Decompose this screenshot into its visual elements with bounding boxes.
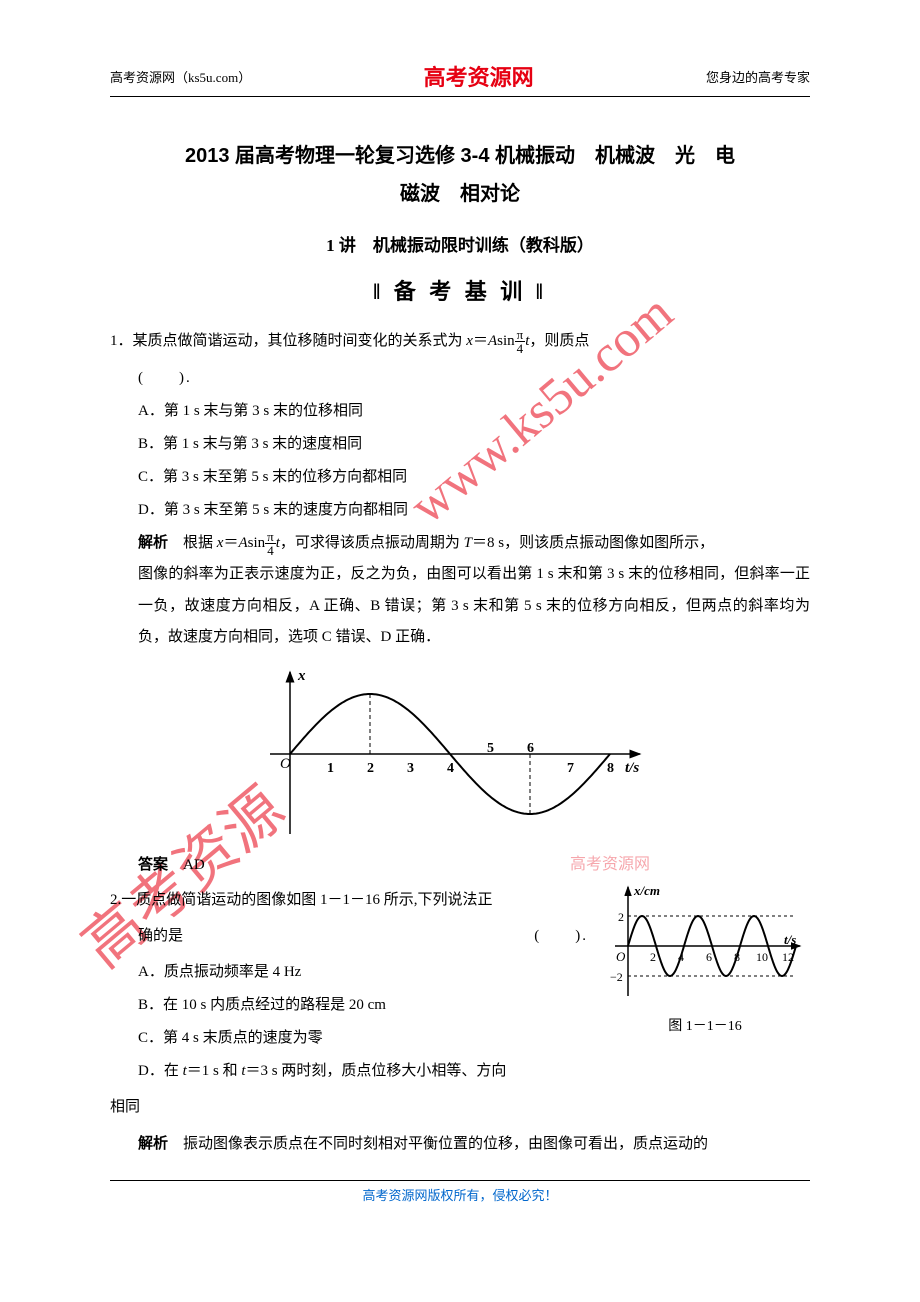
q1-stem-prefix: 1．某质点做简谐运动，其位移随时间变化的关系式为 bbox=[110, 333, 466, 349]
q1-fraction: π4 bbox=[515, 328, 526, 355]
q1-analysis-mid: ，可求得该质点振动周期为 bbox=[280, 535, 464, 551]
main-title: 2013 届高考物理一轮复习选修 3-4 机械振动 机械波 光 电 磁波 相对论 bbox=[110, 137, 810, 213]
q1-analysis-body: 图像的斜率为正表示速度为正，反之为负，由图可以看出第 1 s 末和第 3 s 末… bbox=[110, 559, 810, 654]
q2-x-label: t/s bbox=[784, 932, 796, 947]
tick-6: 6 bbox=[527, 741, 534, 756]
q2-option-c: C．第 4 s 末质点的速度为零 bbox=[110, 1022, 588, 1055]
q1-answer-value: AD bbox=[168, 857, 205, 873]
tick-7: 7 bbox=[567, 761, 574, 776]
q1-option-d: D．第 3 s 末至第 5 s 末的速度方向都相同 bbox=[110, 494, 810, 527]
q2-xtick-8: 8 bbox=[734, 950, 740, 964]
q1-analysis-line1: 解析 根据 x＝Asinπ4t，可求得该质点振动周期为 T＝8 s，则该质点振动… bbox=[110, 527, 810, 560]
q1-analysis-prefix: 根据 bbox=[168, 535, 217, 551]
q2-analysis: 解析 振动图像表示质点在不同时刻相对平衡位置的位移，由图像可看出，质点运动的 bbox=[110, 1128, 810, 1161]
q1-analysis-label: 解析 bbox=[138, 534, 168, 551]
q2-xtick-4: 4 bbox=[678, 950, 684, 964]
q2-stem2-left: 确的是 bbox=[138, 921, 183, 953]
page-footer: 高考资源网版权所有，侵权必究！ bbox=[110, 1180, 810, 1204]
q1-sin: sin bbox=[497, 333, 515, 349]
q1-answer-label: 答案 bbox=[138, 856, 168, 873]
q1-var-x: x bbox=[466, 333, 473, 349]
q2-d-mid2: ＝3 s 两时刻，质点位移大小相等、方向 bbox=[246, 1063, 507, 1079]
q1-sine-chart: O 1 2 3 4 5 6 7 8 t/s x bbox=[240, 664, 660, 839]
q1-frac-den: 4 bbox=[515, 342, 526, 355]
q1-analysis-tval: ＝8 s，则该质点振动图像如图所示， bbox=[472, 535, 714, 551]
q2-y-label: x/cm bbox=[633, 883, 660, 898]
q1-blank: ( ). bbox=[110, 362, 810, 395]
page-header: 高考资源网（ks5u.com） 高考资源网 您身边的高考专家 bbox=[110, 60, 810, 97]
q2-xtick-12: 12 bbox=[782, 950, 794, 964]
q1-option-c: C．第 3 s 末至第 5 s 末的位移方向都相同 bbox=[110, 461, 810, 494]
section-heading: ‖ 备 考 基 训 ‖ bbox=[110, 274, 810, 306]
q1a-fraction: π4 bbox=[265, 530, 276, 557]
origin-label: O bbox=[280, 756, 291, 772]
q1a-var-A: A bbox=[238, 535, 247, 551]
q2-analysis-body: 振动图像表示质点在不同时刻相对平衡位置的位移，由图像可看出，质点运动的 bbox=[168, 1136, 708, 1152]
q2-xtick-10: 10 bbox=[756, 950, 768, 964]
x-axis-label: t/s bbox=[625, 760, 639, 776]
q2-sine-chart: O 2 −2 2 4 6 8 10 12 t/s x/cm bbox=[600, 881, 810, 1006]
q2-option-d-tail: 相同 bbox=[110, 1092, 810, 1124]
q1-option-a: A．第 1 s 末与第 3 s 末的位移相同 bbox=[110, 395, 810, 428]
q1-stem-suffix: ，则质点 bbox=[529, 333, 589, 349]
q2-text-column: 2.一质点做简谐运动的图像如图 1－1－16 所示,下列说法正 确的是 ( ).… bbox=[110, 881, 588, 1088]
title-line-1: 2013 届高考物理一轮复习选修 3-4 机械振动 机械波 光 电 bbox=[110, 137, 810, 175]
q1a-var-T: T bbox=[464, 535, 472, 551]
q2-d-prefix: D．在 bbox=[138, 1063, 183, 1079]
q1-option-b: B．第 1 s 末与第 3 s 末的速度相同 bbox=[110, 428, 810, 461]
q2-block: 2.一质点做简谐运动的图像如图 1－1－16 所示,下列说法正 确的是 ( ).… bbox=[110, 881, 810, 1088]
q2-ytick-n2: −2 bbox=[610, 970, 623, 984]
tick-3: 3 bbox=[407, 761, 414, 776]
q2-xtick-2: 2 bbox=[650, 950, 656, 964]
q1-answer: 答案 AD bbox=[110, 849, 810, 882]
q1a-eq: ＝ bbox=[223, 535, 238, 551]
q2-blank: ( ). bbox=[534, 921, 588, 953]
header-right-text: 您身边的高考专家 bbox=[706, 67, 810, 86]
subtitle: 1 讲 机械振动限时训练（教科版） bbox=[110, 231, 810, 256]
q2-option-a: A．质点振动频率是 4 Hz bbox=[110, 956, 588, 989]
header-brand-logo: 高考资源网 bbox=[424, 60, 534, 92]
q1a-sin: sin bbox=[248, 535, 266, 551]
q2-figure-caption: 图 1－1－16 bbox=[600, 1015, 810, 1035]
q1a-frac-num: π bbox=[265, 530, 276, 544]
tick-2: 2 bbox=[367, 761, 374, 776]
q2-stem-line2: 确的是 ( ). bbox=[110, 921, 588, 953]
tick-1: 1 bbox=[327, 761, 334, 776]
q2-xtick-6: 6 bbox=[706, 950, 712, 964]
q1-stem: 1．某质点做简谐运动，其位移随时间变化的关系式为 x＝Asinπ4t，则质点 bbox=[110, 326, 810, 358]
q2-stem-line1: 2.一质点做简谐运动的图像如图 1－1－16 所示,下列说法正 bbox=[110, 885, 588, 917]
q1-eq: ＝ bbox=[473, 333, 488, 349]
tick-4: 4 bbox=[447, 761, 454, 776]
q1-var-A: A bbox=[488, 333, 497, 349]
y-axis-label: x bbox=[297, 668, 306, 684]
q1a-frac-den: 4 bbox=[265, 544, 276, 557]
q2-option-d: D．在 t＝1 s 和 t＝3 s 两时刻，质点位移大小相等、方向 bbox=[110, 1055, 588, 1088]
title-line-2: 磁波 相对论 bbox=[110, 175, 810, 213]
q2-origin-label: O bbox=[616, 949, 626, 964]
q2-ytick-2: 2 bbox=[618, 910, 624, 924]
q2-option-b: B．在 10 s 内质点经过的路程是 20 cm bbox=[110, 989, 588, 1022]
q2-analysis-label: 解析 bbox=[138, 1135, 168, 1152]
tick-8: 8 bbox=[607, 761, 614, 776]
q2-figure-column: O 2 −2 2 4 6 8 10 12 t/s x/cm 图 1－1－16 bbox=[600, 881, 810, 1035]
q1-frac-num: π bbox=[515, 328, 526, 342]
header-left-text: 高考资源网（ks5u.com） bbox=[110, 67, 251, 86]
q2-d-mid1: ＝1 s 和 bbox=[187, 1063, 242, 1079]
tick-5: 5 bbox=[487, 741, 494, 756]
